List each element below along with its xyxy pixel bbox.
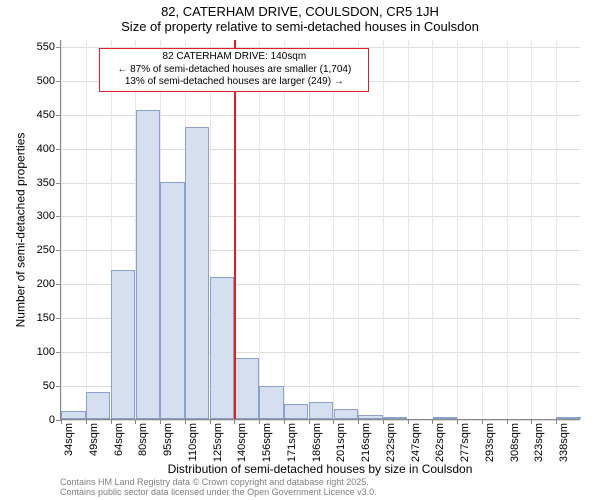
ytick-label: 550 xyxy=(37,41,61,53)
ytick-label: 250 xyxy=(37,244,61,256)
xtick-mark xyxy=(383,419,384,424)
xtick-label: 262sqm xyxy=(434,423,446,462)
gridline-vertical xyxy=(284,40,285,419)
xtick-mark xyxy=(358,419,359,424)
ytick-label: 350 xyxy=(37,177,61,189)
xtick-label: 95sqm xyxy=(162,423,174,456)
xtick-mark xyxy=(86,419,87,424)
xtick-label: 216sqm xyxy=(360,423,372,462)
histogram-bar xyxy=(433,417,457,419)
histogram-bar xyxy=(61,411,85,419)
gridline-vertical xyxy=(408,40,409,419)
histogram-bar xyxy=(383,417,407,419)
gridline-vertical xyxy=(86,40,87,419)
xtick-mark xyxy=(284,419,285,424)
gridline-vertical xyxy=(61,40,62,419)
gridline-vertical xyxy=(358,40,359,419)
histogram-bar xyxy=(309,402,333,419)
xtick-mark xyxy=(259,419,260,424)
gridline-vertical xyxy=(531,40,532,419)
x-axis-label: Distribution of semi-detached houses by … xyxy=(60,462,580,476)
plot-area: 82 CATERHAM DRIVE: 140sqm ← 87% of semi-… xyxy=(60,40,580,420)
ytick-label: 150 xyxy=(37,312,61,324)
annotation-box: 82 CATERHAM DRIVE: 140sqm ← 87% of semi-… xyxy=(99,48,369,92)
xtick-mark xyxy=(408,419,409,424)
xtick-mark xyxy=(185,419,186,424)
xtick-label: 64sqm xyxy=(113,423,125,456)
xtick-mark xyxy=(160,419,161,424)
xtick-label: 34sqm xyxy=(63,423,75,456)
ytick-label: 200 xyxy=(37,278,61,290)
gridline-vertical xyxy=(259,40,260,419)
histogram-bar xyxy=(210,277,234,420)
histogram-bar xyxy=(235,358,259,419)
gridline-vertical xyxy=(432,40,433,419)
ytick-label: 400 xyxy=(37,143,61,155)
xtick-label: 201sqm xyxy=(335,423,347,462)
histogram-bar xyxy=(185,127,209,419)
gridline-vertical xyxy=(457,40,458,419)
ytick-label: 100 xyxy=(37,346,61,358)
gridline-vertical xyxy=(556,40,557,419)
xtick-label: 110sqm xyxy=(187,423,199,461)
xtick-mark xyxy=(210,419,211,424)
gridline-vertical xyxy=(482,40,483,419)
gridline-vertical xyxy=(507,40,508,419)
xtick-label: 338sqm xyxy=(558,423,570,462)
xtick-label: 308sqm xyxy=(509,423,521,462)
histogram-bar xyxy=(334,409,358,419)
xtick-label: 171sqm xyxy=(286,423,298,462)
annotation-line-2: ← 87% of semi-detached houses are smalle… xyxy=(106,64,362,77)
xtick-label: 247sqm xyxy=(410,423,422,462)
histogram-bar xyxy=(160,182,184,420)
xtick-mark xyxy=(309,419,310,424)
xtick-label: 277sqm xyxy=(459,423,471,462)
histogram-bar xyxy=(86,392,110,419)
xtick-mark xyxy=(61,419,62,424)
xtick-label: 293sqm xyxy=(484,423,496,462)
y-axis-label: Number of semi-detached properties xyxy=(12,40,28,420)
ytick-label: 0 xyxy=(49,414,61,426)
ytick-label: 50 xyxy=(43,380,61,392)
histogram-bar xyxy=(259,386,283,419)
xtick-label: 80sqm xyxy=(137,423,149,456)
chart-title: 82, CATERHAM DRIVE, COULSDON, CR5 1JH xyxy=(0,4,600,19)
xtick-mark xyxy=(111,419,112,424)
title-block: 82, CATERHAM DRIVE, COULSDON, CR5 1JH Si… xyxy=(0,4,600,34)
histogram-bar xyxy=(136,110,160,419)
footer-attribution: Contains HM Land Registry data © Crown c… xyxy=(60,478,377,498)
xtick-label: 232sqm xyxy=(385,423,397,462)
chart-container: 82, CATERHAM DRIVE, COULSDON, CR5 1JH Si… xyxy=(0,0,600,500)
chart-subtitle: Size of property relative to semi-detach… xyxy=(0,19,600,34)
gridline-vertical xyxy=(309,40,310,419)
histogram-bar xyxy=(556,417,580,419)
ytick-label: 500 xyxy=(37,75,61,87)
annotation-line-3: 13% of semi-detached houses are larger (… xyxy=(106,76,362,89)
y-axis-label-text: Number of semi-detached properties xyxy=(13,133,27,328)
xtick-label: 140sqm xyxy=(236,423,248,462)
xtick-label: 156sqm xyxy=(261,423,273,462)
xtick-mark xyxy=(507,419,508,424)
gridline-vertical xyxy=(383,40,384,419)
histogram-bar xyxy=(111,270,135,419)
xtick-label: 323sqm xyxy=(533,423,545,462)
xtick-label: 125sqm xyxy=(212,423,224,462)
ytick-label: 450 xyxy=(37,109,61,121)
annotation-line-1: 82 CATERHAM DRIVE: 140sqm xyxy=(106,51,362,64)
histogram-bar xyxy=(358,415,382,419)
xtick-mark xyxy=(482,419,483,424)
property-marker-line xyxy=(234,40,236,419)
gridline-horizontal xyxy=(61,420,580,421)
gridline-vertical xyxy=(333,40,334,419)
footer-line-2: Contains public sector data licensed und… xyxy=(60,488,377,498)
ytick-label: 300 xyxy=(37,210,61,222)
xtick-label: 49sqm xyxy=(88,423,100,456)
histogram-bar xyxy=(284,404,308,419)
xtick-label: 186sqm xyxy=(311,423,323,462)
